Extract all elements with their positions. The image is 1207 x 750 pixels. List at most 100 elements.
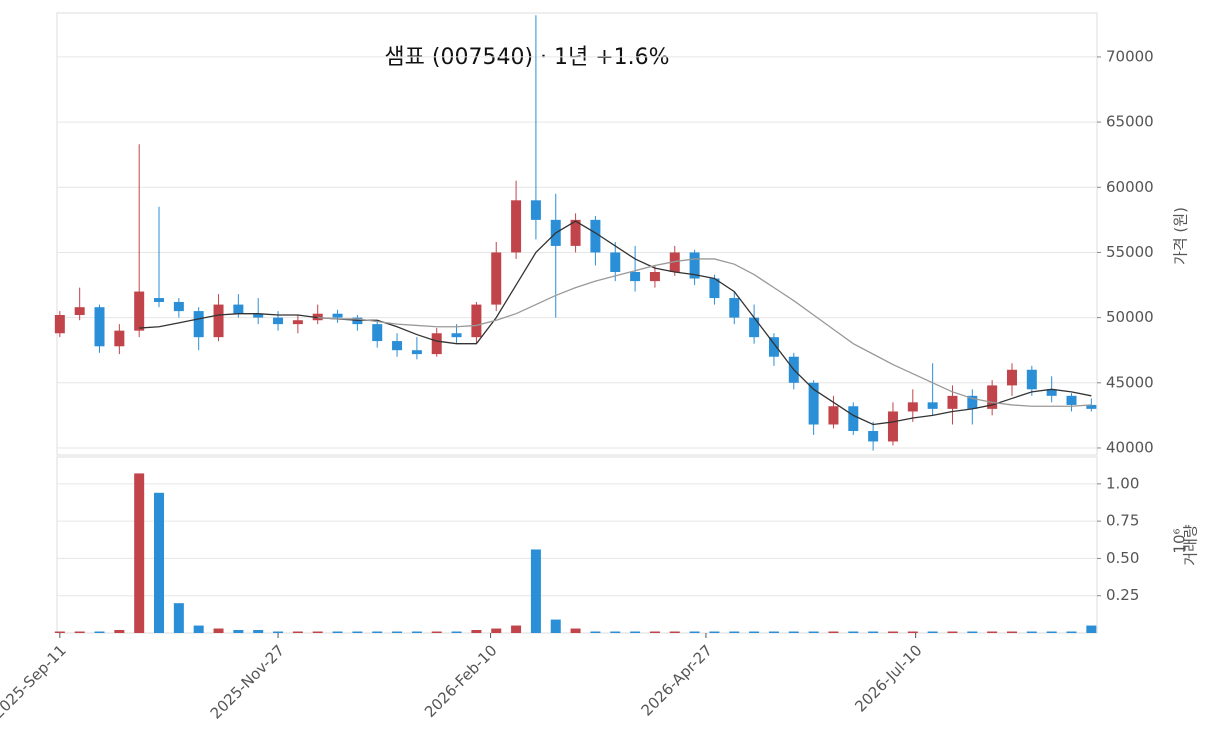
y-tick-label: 65000 <box>1106 113 1154 131</box>
candle-body <box>213 304 224 338</box>
y-tick-label: 0.75 <box>1106 512 1139 530</box>
candle-body <box>253 313 264 318</box>
volume-bar <box>1066 631 1077 633</box>
candle-body <box>590 219 601 253</box>
volume-bar <box>312 631 323 633</box>
candle-body <box>927 402 938 409</box>
candle-body <box>1046 389 1057 396</box>
volume-bar <box>590 631 601 633</box>
volume-bar <box>868 631 879 633</box>
candle-body <box>54 315 65 334</box>
candle-body <box>649 271 660 282</box>
volume-offset: 10⁶ <box>1171 528 1189 553</box>
candle-body <box>273 317 284 325</box>
candle-body <box>471 304 482 338</box>
moving-average <box>317 258 1092 407</box>
volume-bar <box>689 631 700 633</box>
volume-bar <box>927 631 938 633</box>
volume-bar <box>154 492 165 633</box>
candle-body <box>570 219 581 246</box>
volume-bar <box>74 631 85 633</box>
volume-bar <box>808 631 819 633</box>
candle-body <box>610 252 621 272</box>
volume-bar <box>610 631 621 633</box>
candle-body <box>828 406 839 425</box>
volume-bar <box>332 631 343 633</box>
candle-body <box>868 431 879 442</box>
volume-bar <box>828 631 839 633</box>
volume-bar <box>570 628 581 633</box>
volume-bar <box>292 631 303 633</box>
volume-bar <box>253 630 264 633</box>
candle-body <box>630 271 641 282</box>
candle-body <box>233 304 244 314</box>
candle-body <box>193 311 204 338</box>
volume-bar <box>491 628 502 633</box>
candle-body <box>392 341 403 351</box>
volume-bar <box>987 631 998 633</box>
y-tick-label: 1.00 <box>1106 474 1139 492</box>
candle-body <box>352 317 363 325</box>
chart-title: 샘표 (007540) · 1년 +1.6% <box>384 45 669 70</box>
volume-bar <box>768 631 779 633</box>
volume-bar <box>193 625 204 633</box>
candle-body <box>292 320 303 325</box>
candle-body <box>1066 395 1077 405</box>
y-tick-label: 0.50 <box>1106 549 1139 567</box>
volume-bar <box>848 631 859 633</box>
candle-body <box>94 307 105 347</box>
candle-body <box>332 313 343 318</box>
volume-bar <box>273 631 284 633</box>
candle-body <box>987 385 998 409</box>
x-tick-label: 2026-Jul-10 <box>851 641 925 715</box>
volume-bar <box>887 631 898 633</box>
volume-bar <box>1006 631 1017 633</box>
candle-body <box>114 330 125 347</box>
y-tick-label: 0.25 <box>1106 586 1139 604</box>
y-tick-label: 60000 <box>1106 178 1154 196</box>
volume-bar <box>431 631 442 633</box>
candle-body <box>749 317 760 338</box>
candle-body <box>491 252 502 305</box>
candle-body <box>848 406 859 432</box>
volume-bar <box>411 631 422 633</box>
volume-bar <box>213 628 224 633</box>
volume-bar <box>372 631 383 633</box>
candle-body <box>808 382 819 425</box>
candle-body <box>729 298 740 318</box>
candle-body <box>530 200 541 220</box>
volume-bar <box>630 631 641 633</box>
volume-bar <box>1086 625 1097 633</box>
y-tick-label: 55000 <box>1106 243 1154 261</box>
volume-bar <box>114 630 125 633</box>
volume-bar <box>392 631 403 633</box>
volume-bar <box>709 631 720 633</box>
volume-bar <box>729 631 740 633</box>
y-tick-label: 50000 <box>1106 308 1154 326</box>
candle-body <box>967 395 978 409</box>
volume-bar <box>907 631 918 633</box>
candle-body <box>947 395 958 409</box>
volume-bar <box>173 603 184 633</box>
candle-body <box>511 200 522 253</box>
volume-bar <box>352 631 363 633</box>
candle-body <box>1006 369 1017 386</box>
candle-body <box>372 324 383 342</box>
candle-body <box>887 411 898 442</box>
candle-body <box>134 291 145 331</box>
volume-bar <box>134 473 145 633</box>
candle-body <box>431 333 442 355</box>
x-tick-label: 2026-Feb-10 <box>421 641 501 721</box>
volume-bar <box>550 619 561 633</box>
volume-bar <box>511 625 522 633</box>
y-tick-label: 40000 <box>1106 438 1154 456</box>
candle-body <box>907 402 918 412</box>
x-tick-label: 2025-Sep-11 <box>0 641 70 722</box>
volume-bar <box>54 631 65 633</box>
y-axis-label: 가격 (원) <box>1172 207 1190 265</box>
volume-bar <box>947 631 958 633</box>
candle-body <box>451 333 462 338</box>
candle-body <box>768 337 779 357</box>
candle-body <box>154 298 165 302</box>
